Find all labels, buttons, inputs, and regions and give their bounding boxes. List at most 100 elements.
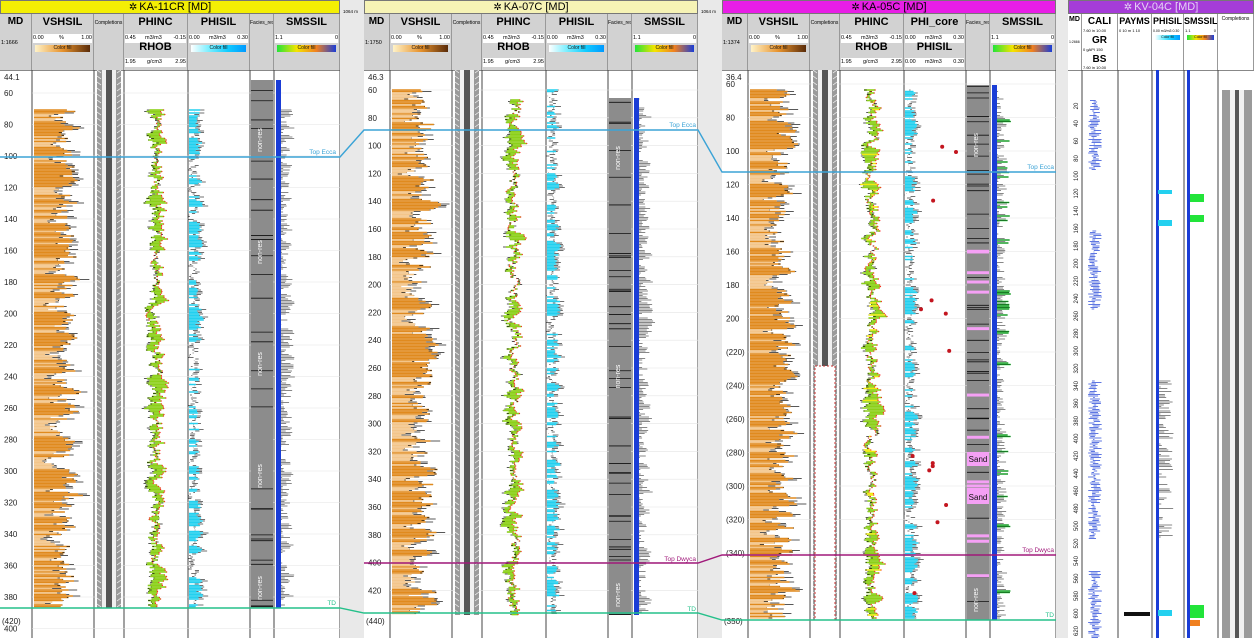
casing-hatch <box>454 411 460 416</box>
casing-hatch <box>474 357 480 362</box>
rhob-curve-point <box>160 124 162 126</box>
rhob-curve-point <box>523 489 525 491</box>
rhob-curve-point <box>158 581 160 584</box>
depth-tick-label: 340 <box>4 530 18 539</box>
facies-track-header[interactable]: Facies_res <box>608 14 632 70</box>
md-track-header[interactable]: MD 1:1750 <box>364 14 390 70</box>
rhob-curve-point <box>165 397 167 399</box>
casing-hatch <box>96 525 102 530</box>
rhob-curve-point <box>513 207 515 209</box>
rhob-curve-point <box>161 232 163 234</box>
rhob-curve-point <box>163 229 165 231</box>
rhob-curve-point <box>519 151 521 154</box>
casing-hatch <box>454 81 460 86</box>
completions-label: Completions <box>94 20 123 26</box>
rhob-curve-point <box>512 162 514 164</box>
rhob-curve-point <box>514 267 517 269</box>
casing-hatch <box>474 195 480 200</box>
rhob-curve-point <box>520 145 522 148</box>
completions-track-header[interactable]: Completions <box>94 14 124 70</box>
depth-tick-label: 180 <box>4 278 18 287</box>
casing-hatch <box>116 237 122 242</box>
rhob-curve-point <box>163 236 165 239</box>
casing-hatch <box>96 435 102 440</box>
casing-hatch <box>454 195 460 200</box>
well-title-ka-11cr[interactable]: ✲ KA-11CR [MD] <box>0 0 340 14</box>
rhob-curve-point <box>517 493 519 496</box>
well-title-ka-07c[interactable]: ✲ KA-07C [MD] <box>364 0 698 14</box>
casing-hatch <box>96 183 102 188</box>
depth-tick-label: 80 <box>4 121 13 130</box>
rhob-curve-point <box>509 417 511 419</box>
rhob-curve-point <box>517 127 519 130</box>
rhob-curve-point <box>160 374 162 377</box>
rhob-curve-point <box>520 454 522 457</box>
rhob-curve-point <box>165 575 168 578</box>
rhob-curve-point <box>519 490 521 493</box>
completions-track-header[interactable]: Completions <box>452 14 482 70</box>
smssil-track-header[interactable]: SMSSIL 1.1 0 Color fill <box>632 14 698 70</box>
rhob-curve-point <box>159 548 162 551</box>
rhob-curve-point <box>516 114 519 116</box>
depth-tick-label: 400 <box>368 559 382 568</box>
rhob-curve-point <box>513 598 515 601</box>
rhob-curve-point <box>518 495 520 497</box>
rhob-curve-point <box>517 397 519 400</box>
casing-hatch <box>116 279 122 284</box>
vshsil-track-header[interactable]: VSHSIL 0.00% 1.00 Color fill <box>32 14 94 70</box>
smssil-track-header[interactable]: SMSSIL 1.1 0 Color fill <box>274 14 340 70</box>
rhob-curve-point <box>159 293 162 296</box>
rhob-curve-point <box>158 152 160 155</box>
casing-hatch <box>474 231 480 236</box>
rhob-curve-point <box>161 239 163 242</box>
phinc-label: PHINC <box>138 16 173 28</box>
phisil-track-header[interactable]: PHISIL 0.00 m3/m3 0.30 Color fill <box>188 14 250 70</box>
rhob-curve-point <box>163 208 165 210</box>
casing-hatch <box>474 219 480 224</box>
casing-hatch <box>96 561 102 566</box>
casing-hatch <box>116 309 122 314</box>
casing-hatch <box>96 375 102 380</box>
rhob-curve-point <box>162 472 164 474</box>
casing-hatch <box>454 177 460 182</box>
log-tracks-ka-07c[interactable]: 60 80 100 120 140 160 180 200 220 240 260 280 300 320… <box>364 70 698 638</box>
log-tracks-ka-11cr[interactable]: 60 80 100 120 140 160 180 200 220 240 260 280 300 320… <box>0 70 340 638</box>
rhob-curve-point <box>155 460 157 462</box>
rhob-curve-point <box>518 600 520 602</box>
rhob-curve-point <box>517 346 519 349</box>
casing-hatch <box>474 87 480 92</box>
rhob-curve-point <box>161 370 163 372</box>
rhob-curve-point <box>162 355 164 357</box>
well-title-text: KA-11CR [MD] <box>139 1 212 13</box>
track-header-row: MD 1:1666 VSHSIL 0.00% 1.00 Color fill Com… <box>0 14 340 71</box>
phinc-track-header[interactable]: PHINC 0.45 m3/m3 -0.15 RHOB 1.95 g/cm3 2.95 <box>482 14 546 70</box>
depth-tick-label: 420 <box>368 586 382 595</box>
rhob-curve-point <box>146 313 148 315</box>
casing-hatch <box>116 273 122 278</box>
casing-hatch <box>116 519 122 524</box>
rhob-curve-point <box>516 118 518 121</box>
rhob-curve-point <box>154 251 156 254</box>
phinc-track-header[interactable]: PHINC 0.45 m3/m3 -0.15 RHOB 1.95 g/cm3 2.95 <box>124 14 188 70</box>
rhob-curve-point <box>526 142 528 145</box>
depth-tick-label: 260 <box>4 404 18 413</box>
rhob-curve-point <box>154 184 156 186</box>
casing-hatch <box>116 543 122 548</box>
rhob-curve-point <box>159 143 162 146</box>
rhob-curve-point <box>159 121 161 123</box>
rhob-curve-point <box>519 396 521 398</box>
rhob-curve-point <box>156 454 158 456</box>
casing-hatch <box>474 471 480 476</box>
rhob-curve-point <box>515 373 517 376</box>
casing-hatch <box>474 249 480 254</box>
md-track-header[interactable]: MD 1:1666 <box>0 14 32 70</box>
phisil-track-header[interactable]: PHISIL 0.00 m3/m3 0.30 Color fill <box>546 14 608 70</box>
casing-hatch <box>454 315 460 320</box>
casing-hatch <box>96 597 102 602</box>
rhob-curve-point <box>158 343 160 345</box>
vshsil-track-header[interactable]: VSHSIL 0.00% 1.00 Color fill <box>390 14 452 70</box>
rhob-curve-point <box>159 352 161 354</box>
casing-hatch <box>116 177 122 182</box>
facies-track-header[interactable]: Facies_res <box>250 14 274 70</box>
rhob-curve-point <box>509 213 511 215</box>
